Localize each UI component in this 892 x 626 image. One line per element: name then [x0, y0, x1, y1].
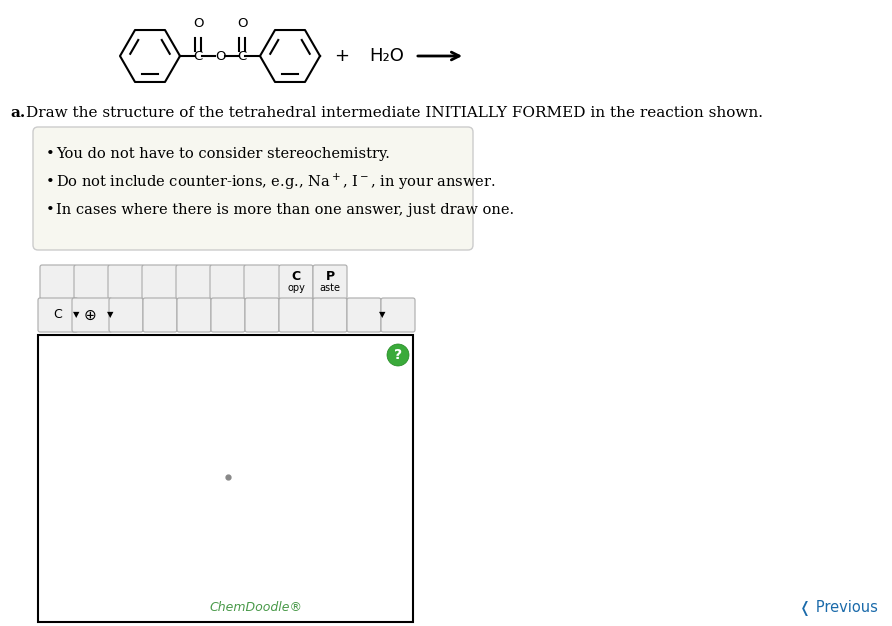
Text: ▼: ▼ [379, 310, 385, 319]
Text: ⊕: ⊕ [84, 307, 96, 322]
FancyBboxPatch shape [177, 298, 211, 332]
Circle shape [387, 344, 409, 366]
FancyBboxPatch shape [176, 265, 212, 299]
Text: a.: a. [10, 106, 25, 120]
FancyBboxPatch shape [143, 298, 177, 332]
Text: •: • [46, 203, 54, 217]
Text: C: C [292, 270, 301, 284]
FancyBboxPatch shape [211, 298, 245, 332]
Text: ChemDoodle®: ChemDoodle® [209, 601, 302, 614]
Text: ?: ? [394, 348, 402, 362]
Text: ❬ Previous: ❬ Previous [799, 600, 878, 616]
FancyBboxPatch shape [109, 298, 143, 332]
Text: C: C [54, 309, 62, 322]
Text: O: O [193, 17, 203, 30]
Text: In cases where there is more than one answer, just draw one.: In cases where there is more than one an… [56, 203, 514, 217]
Text: O: O [215, 49, 226, 63]
Text: opy: opy [287, 283, 305, 293]
Text: •: • [46, 175, 54, 189]
Text: You do not have to consider stereochemistry.: You do not have to consider stereochemis… [56, 147, 390, 161]
Text: Do not include counter-ions, e.g., Na$^+$, I$^-$, in your answer.: Do not include counter-ions, e.g., Na$^+… [56, 172, 496, 192]
Text: C: C [237, 49, 246, 63]
FancyBboxPatch shape [38, 298, 78, 332]
FancyBboxPatch shape [142, 265, 178, 299]
Text: aste: aste [319, 283, 341, 293]
FancyBboxPatch shape [74, 265, 110, 299]
FancyBboxPatch shape [245, 298, 279, 332]
FancyBboxPatch shape [210, 265, 246, 299]
Text: H₂O: H₂O [369, 47, 404, 65]
Bar [38, 335, 413, 622]
FancyBboxPatch shape [33, 127, 473, 250]
Text: •: • [46, 147, 54, 161]
Text: C: C [194, 49, 202, 63]
Text: Draw the structure of the tetrahedral intermediate INITIALLY FORMED in the react: Draw the structure of the tetrahedral in… [26, 106, 763, 120]
Text: O: O [236, 17, 247, 30]
FancyBboxPatch shape [313, 298, 347, 332]
Text: +: + [334, 47, 350, 65]
FancyBboxPatch shape [279, 298, 313, 332]
Text: P: P [326, 270, 334, 284]
FancyBboxPatch shape [279, 265, 313, 299]
FancyBboxPatch shape [381, 298, 415, 332]
FancyBboxPatch shape [244, 265, 280, 299]
FancyBboxPatch shape [72, 298, 112, 332]
FancyBboxPatch shape [347, 298, 381, 332]
FancyBboxPatch shape [313, 265, 347, 299]
Text: ▼: ▼ [73, 310, 79, 319]
FancyBboxPatch shape [40, 265, 76, 299]
Text: ▼: ▼ [107, 310, 113, 319]
FancyBboxPatch shape [108, 265, 144, 299]
